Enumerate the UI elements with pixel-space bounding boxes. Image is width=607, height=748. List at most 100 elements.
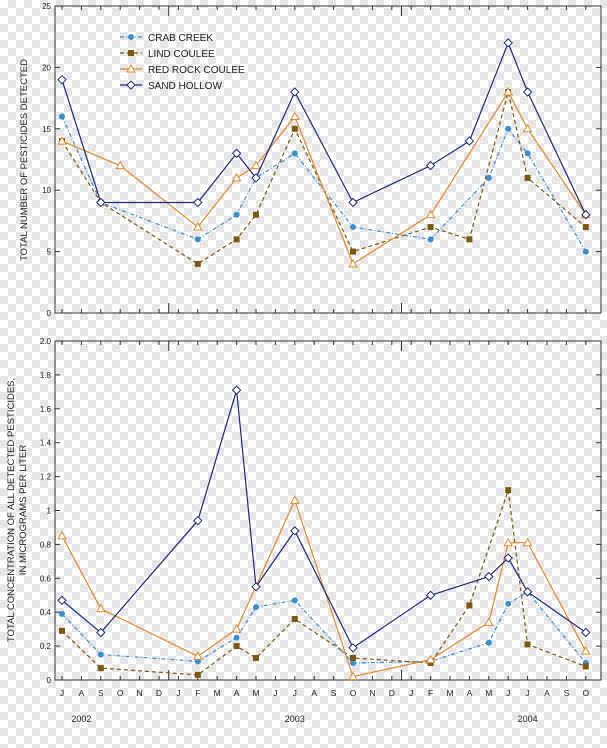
top-series-point-2 (253, 211, 259, 218)
x-month-label: A (234, 688, 240, 698)
bottom-series-point-3 (483, 617, 494, 626)
bottom-series-point-2 (350, 654, 356, 661)
bottom-plot-frame (54, 340, 602, 681)
bottom-series-point-4 (484, 571, 494, 582)
top-series-point-3 (57, 136, 67, 145)
bottom-series-point-4 (348, 643, 358, 653)
bottom-y-axis-label-line1: TOTAL CONCENTRATION OF ALL DETECTED PEST… (6, 378, 17, 642)
top-series-point-4 (57, 74, 67, 85)
top-series-point-4 (193, 197, 203, 208)
x-month-label: D (156, 688, 162, 698)
y-tick-label: 1.8 (40, 371, 52, 380)
top-y-axis-label: TOTAL NUMBER OF PESTICIDES DETECTED (19, 59, 30, 261)
top-series-line-1 (61, 116, 587, 252)
x-month-label: J (506, 688, 510, 698)
y-tick-label: 1.2 (40, 473, 52, 482)
bottom-series-point-4 (503, 553, 513, 563)
y-tick-label: 1 (47, 507, 52, 516)
bottom-series-point-3 (522, 537, 533, 547)
bottom-series-point-1 (350, 660, 356, 667)
top-series-point-3 (251, 160, 261, 170)
bottom-y-axis-label-line2: IN MICROGRAMS PER LITER (18, 445, 29, 576)
bottom-series-point-4 (193, 515, 203, 526)
x-month-label: F (428, 688, 433, 698)
x-month-label: D (389, 688, 395, 698)
x-month-label: O (350, 688, 357, 698)
y-tick-label: 15 (42, 125, 51, 134)
top-series-point-1 (350, 224, 356, 231)
top-series-point-1 (59, 113, 65, 120)
bottom-series-point-4 (290, 526, 300, 536)
top-series-point-3 (348, 258, 358, 268)
legend-marker-4 (126, 80, 136, 90)
top-series-point-3 (231, 172, 242, 182)
x-month-label: O (582, 688, 589, 698)
top-series-point-2 (466, 236, 473, 243)
top-x-ticks (61, 6, 587, 313)
top-series-point-2 (524, 174, 531, 181)
bottom-series-point-1 (485, 639, 492, 646)
bottom-series-group (57, 385, 591, 681)
x-year-label: 2003 (285, 714, 305, 724)
x-month-label: S (564, 688, 570, 698)
top-series-group (57, 38, 591, 268)
top-series-point-1 (485, 174, 492, 181)
y-tick-label: 20 (42, 63, 51, 72)
bottom-series-point-4 (581, 627, 591, 638)
bottom-series-point-1 (505, 600, 512, 607)
bottom-series-point-4 (231, 385, 242, 395)
top-series-point-3 (192, 222, 203, 231)
legend-label-1: CRAB CREEK (148, 33, 213, 44)
bottom-series-line-4 (61, 389, 587, 649)
top-series-point-4 (581, 210, 591, 220)
top-series-line-2 (61, 91, 587, 265)
bottom-series-point-2 (505, 487, 512, 494)
x-month-label: A (311, 688, 317, 698)
bottom-series-point-2 (466, 602, 473, 609)
top-series-point-2 (291, 125, 298, 132)
top-series-point-3 (289, 111, 300, 121)
bottom-series-point-3 (425, 654, 436, 664)
bottom-series-point-2 (524, 641, 531, 648)
top-series-point-1 (582, 248, 589, 255)
bottom-series-point-3 (192, 651, 203, 660)
x-month-label: J (293, 688, 297, 698)
y-tick-label: 1.4 (40, 439, 52, 448)
bottom-series-point-1 (59, 610, 65, 617)
y-tick-label: 0 (47, 309, 52, 318)
x-month-label: M (485, 688, 492, 698)
top-series-point-2 (194, 260, 201, 267)
top-chart: 0 5 10 15 20 25 TOTAL NUMBER OF PESTICIDES DE… (19, 2, 602, 318)
bottom-series-line-2 (61, 489, 587, 676)
x-month-label: S (331, 688, 337, 698)
top-series-point-4 (464, 136, 475, 146)
top-series-point-3 (115, 160, 126, 170)
x-month-label: M (252, 688, 259, 698)
x-month-label: J (60, 688, 64, 698)
bottom-series-point-4 (96, 627, 106, 638)
y-tick-label: 10 (42, 186, 51, 195)
top-series-point-3 (503, 86, 514, 96)
legend: CRAB CREEK LIND COULEE RED ROCK COULEE SAND… (120, 33, 245, 92)
bottom-series-point-4 (251, 582, 261, 592)
bottom-series-point-3 (57, 530, 67, 540)
bottom-series-point-4 (425, 590, 436, 600)
top-series-point-1 (427, 236, 434, 243)
x-month-label: N (369, 688, 375, 698)
top-series-point-2 (582, 224, 589, 231)
bottom-series-point-3 (503, 537, 514, 547)
top-series-line-3 (61, 90, 587, 265)
x-year-label: 2002 (71, 714, 91, 724)
bottom-series-point-2 (291, 615, 298, 622)
bottom-series-point-1 (291, 597, 298, 604)
top-series-line-4 (61, 41, 587, 216)
top-series-point-3 (425, 209, 436, 219)
bottom-series-point-3 (580, 646, 591, 655)
top-series-point-4 (231, 148, 242, 159)
x-month-label: J (176, 688, 180, 698)
top-series-point-4 (290, 87, 300, 97)
top-series-point-1 (505, 125, 512, 132)
legend-marker-2 (128, 50, 134, 56)
